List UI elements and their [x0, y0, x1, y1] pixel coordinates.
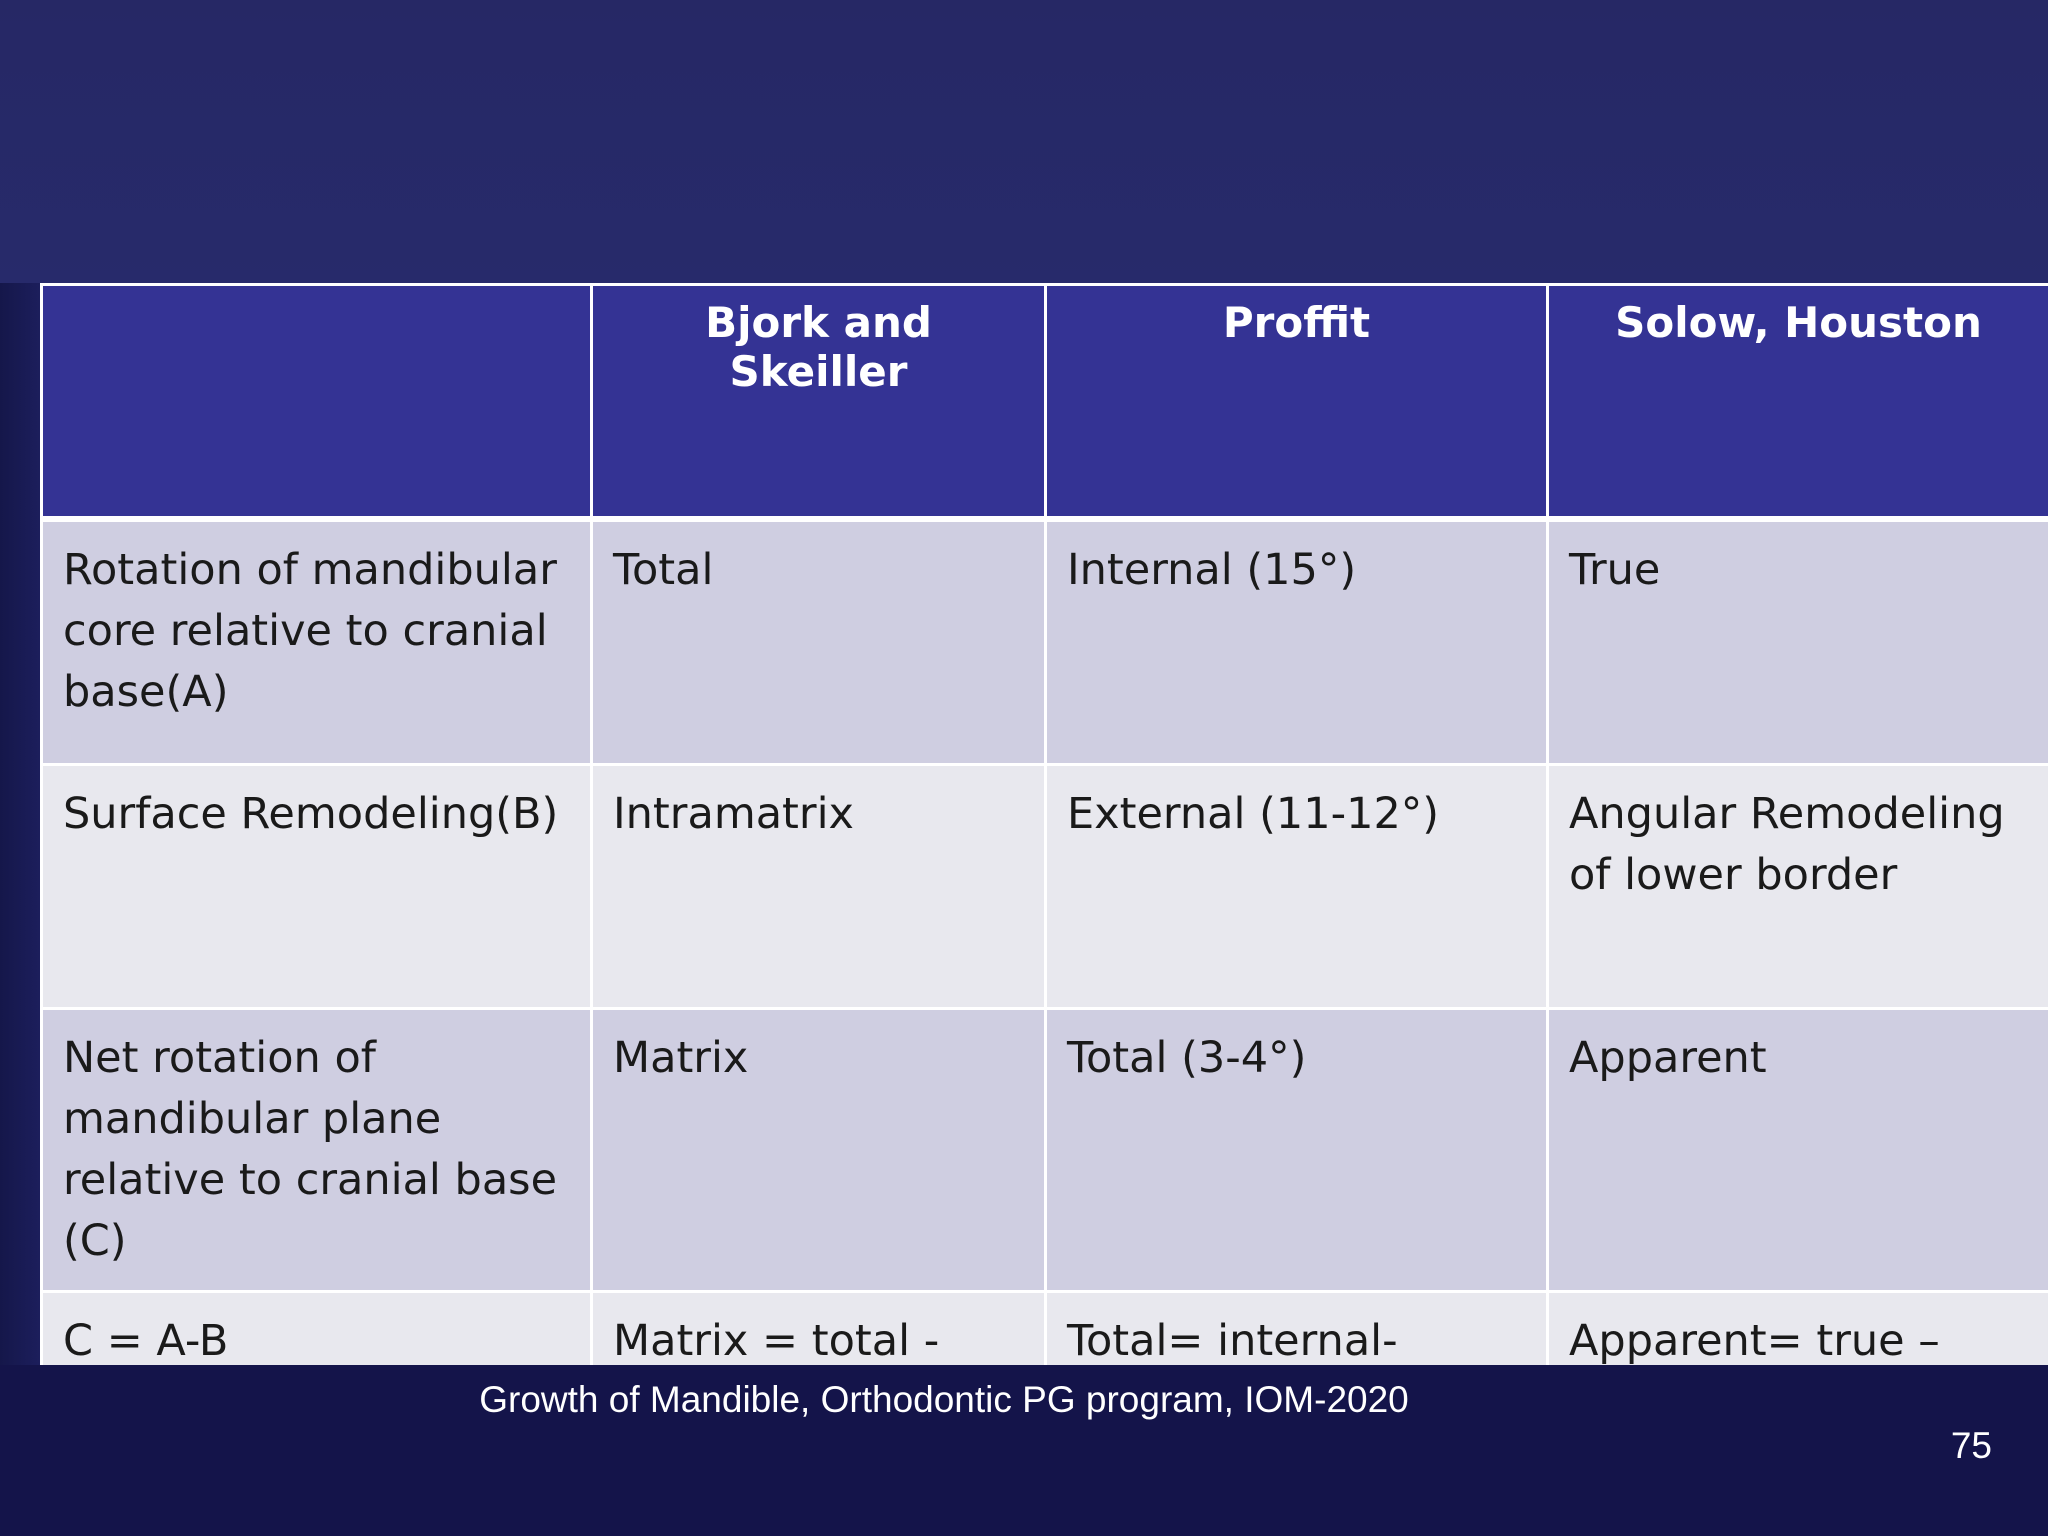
table-cell: True — [1546, 517, 2048, 766]
table-cell: Intramatrix — [590, 763, 1047, 1010]
footer-text: Growth of Mandible, Orthodontic PG progr… — [479, 1379, 1409, 1420]
comparison-table: Bjork and Skeiller Proffit Solow, Housto… — [40, 283, 2048, 1365]
table-row: Rotation of mandibular core relative to … — [40, 517, 2048, 766]
table-cell: Total — [590, 517, 1047, 766]
table-cell: Matrix — [590, 1007, 1047, 1293]
table-cell: Total= internal-external — [1044, 1290, 1549, 1365]
page-number: 75 — [1950, 1425, 1992, 1466]
row-label-cell: C = A-B — [40, 1290, 593, 1365]
row-label-cell: Surface Remodeling(B) — [40, 763, 593, 1010]
comparison-table-container: Bjork and Skeiller Proffit Solow, Housto… — [40, 283, 2048, 1365]
row-label-cell: Rotation of mandibular core relative to … — [40, 517, 593, 766]
table-cell: Apparent — [1546, 1007, 2048, 1293]
table-cell: Matrix = total - intramatrix — [590, 1290, 1047, 1365]
header-cell-empty — [40, 283, 593, 522]
row-label-cell: Net rotation of mandibular plane relativ… — [40, 1007, 593, 1293]
header-cell-bjork-skeiller: Bjork and Skeiller — [590, 283, 1047, 522]
slide-title-area — [0, 0, 2048, 285]
slide-left-accent-bar — [0, 283, 40, 1365]
table-cell: Angular Remodeling of lower border — [1546, 763, 2048, 1010]
table-cell: Total (3-4°) — [1044, 1007, 1549, 1293]
table-cell: Apparent= true – angular remodeling — [1546, 1290, 2048, 1365]
slide-footer: Growth of Mandible, Orthodontic PG progr… — [0, 1365, 2048, 1536]
table-row: Surface Remodeling(B) Intramatrix Extern… — [40, 763, 2048, 1010]
table-cell: External (11-12°) — [1044, 763, 1549, 1010]
table-cell: Internal (15°) — [1044, 517, 1549, 766]
table-row: C = A-B Matrix = total - intramatrix Tot… — [40, 1290, 2048, 1365]
table-header-row: Bjork and Skeiller Proffit Solow, Housto… — [40, 283, 2048, 522]
header-cell-solow-houston: Solow, Houston — [1546, 283, 2048, 522]
table-row: Net rotation of mandibular plane relativ… — [40, 1007, 2048, 1293]
header-cell-proffit: Proffit — [1044, 283, 1549, 522]
